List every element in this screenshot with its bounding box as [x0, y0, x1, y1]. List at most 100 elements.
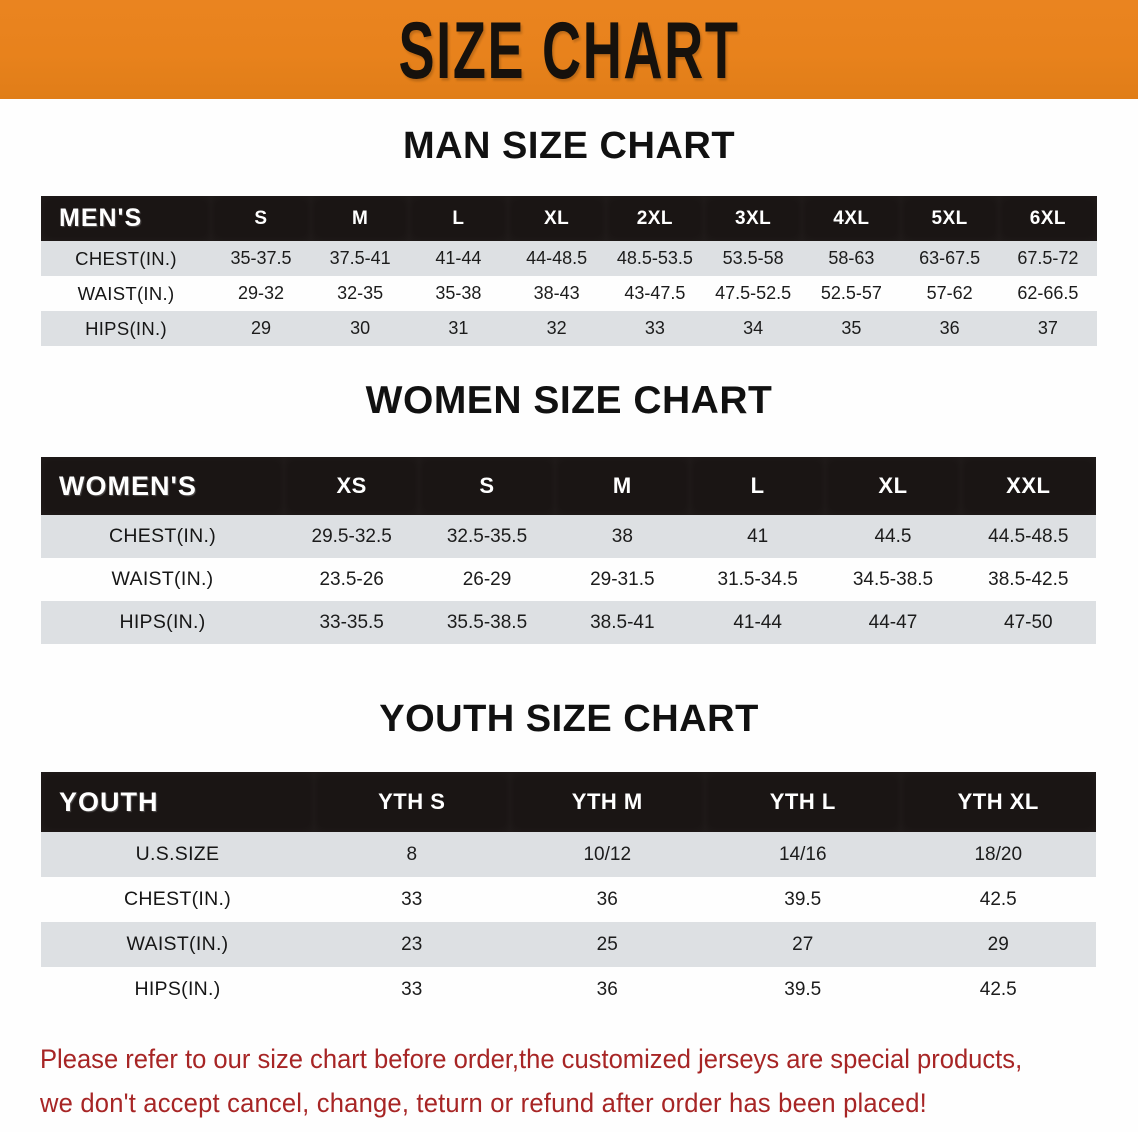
women-chest-m: 38: [554, 515, 690, 558]
men-corner-label: MEN'S: [41, 196, 211, 241]
women-waist-xl: 34.5-38.5: [825, 558, 961, 601]
men-chest-m: 37.5-41: [311, 241, 410, 276]
women-row-label-waist: WAIST(IN.): [41, 558, 284, 601]
women-col-head-xxl: XXL: [960, 457, 1096, 515]
youth-size-table: YOUTH YTH S YTH M YTH L YTH XL U.S.SIZE …: [41, 772, 1096, 1012]
youth-hips-m: 36: [509, 967, 705, 1012]
men-waist-4xl: 52.5-57: [802, 276, 901, 311]
youth-row-label-hips: HIPS(IN.): [41, 967, 314, 1012]
men-chest-4xl: 58-63: [802, 241, 901, 276]
men-chest-5xl: 63-67.5: [900, 241, 999, 276]
youth-row-label-waist: WAIST(IN.): [41, 922, 314, 967]
men-chest-2xl: 48.5-53.5: [605, 241, 704, 276]
disclaimer-line-1: Please refer to our size chart before or…: [40, 1044, 1023, 1074]
men-row-label-hips: HIPS(IN.): [41, 311, 211, 346]
men-chest-l: 41-44: [409, 241, 508, 276]
youth-waist-l: 27: [705, 922, 901, 967]
women-table-body: CHEST(IN.) 29.5-32.5 32.5-35.5 38 41 44.…: [41, 515, 1096, 644]
youth-chest-xl: 42.5: [900, 877, 1096, 922]
table-row: WAIST(IN.) 29-32 32-35 35-38 38-43 43-47…: [41, 276, 1097, 311]
men-waist-xl: 38-43: [507, 276, 606, 311]
men-hips-4xl: 35: [802, 311, 901, 346]
women-waist-l: 31.5-34.5: [689, 558, 826, 601]
table-row: HIPS(IN.) 33 36 39.5 42.5: [41, 967, 1096, 1012]
youth-corner-label: YOUTH: [41, 772, 314, 832]
men-size-table: MEN'S S M L XL 2XL 3XL 4XL 5XL 6XL CHEST…: [41, 196, 1097, 346]
men-table-header: MEN'S S M L XL 2XL 3XL 4XL 5XL 6XL: [41, 196, 1097, 241]
men-hips-6xl: 37: [998, 311, 1097, 346]
men-col-head-2xl: 2XL: [605, 196, 704, 241]
men-chest-xl: 44-48.5: [507, 241, 606, 276]
men-col-head-s: S: [211, 196, 311, 241]
youth-table-body: U.S.SIZE 8 10/12 14/16 18/20 CHEST(IN.) …: [41, 832, 1096, 1012]
youth-col-head-xl: YTH XL: [900, 772, 1096, 832]
youth-table-header: YOUTH YTH S YTH M YTH L YTH XL: [41, 772, 1096, 832]
women-col-head-m: M: [554, 457, 690, 515]
men-waist-s: 29-32: [211, 276, 311, 311]
men-waist-2xl: 43-47.5: [605, 276, 704, 311]
women-table-header: WOMEN'S XS S M L XL XXL: [41, 457, 1096, 515]
men-col-head-3xl: 3XL: [704, 196, 803, 241]
youth-ussize-xl: 18/20: [900, 832, 1096, 877]
section-title-man: MAN SIZE CHART: [402, 125, 736, 167]
women-hips-l: 41-44: [689, 601, 826, 644]
youth-ussize-l: 14/16: [705, 832, 901, 877]
youth-ussize-m: 10/12: [509, 832, 705, 877]
youth-col-head-s: YTH S: [314, 772, 510, 832]
men-waist-3xl: 47.5-52.5: [704, 276, 803, 311]
women-waist-xs: 23.5-26: [284, 558, 420, 601]
page-banner: SIZE CHART: [0, 0, 1138, 99]
women-col-head-s: S: [419, 457, 555, 515]
men-hips-2xl: 33: [605, 311, 704, 346]
women-row-label-chest: CHEST(IN.): [41, 515, 284, 558]
youth-chest-s: 33: [314, 877, 510, 922]
youth-ussize-s: 8: [314, 832, 510, 877]
men-hips-5xl: 36: [900, 311, 999, 346]
women-corner-label: WOMEN'S: [41, 457, 284, 515]
men-row-label-waist: WAIST(IN.): [41, 276, 211, 311]
men-header-row: MEN'S S M L XL 2XL 3XL 4XL 5XL 6XL: [41, 196, 1097, 241]
youth-waist-m: 25: [509, 922, 705, 967]
men-waist-l: 35-38: [409, 276, 508, 311]
women-waist-s: 26-29: [419, 558, 555, 601]
men-waist-6xl: 62-66.5: [998, 276, 1097, 311]
women-size-table: WOMEN'S XS S M L XL XXL CHEST(IN.) 29.5-…: [41, 457, 1096, 644]
men-chest-3xl: 53.5-58: [704, 241, 803, 276]
men-hips-s: 29: [211, 311, 311, 346]
women-waist-m: 29-31.5: [554, 558, 690, 601]
women-hips-xl: 44-47: [825, 601, 961, 644]
men-col-head-l: L: [409, 196, 508, 241]
youth-row-label-ussize: U.S.SIZE: [41, 832, 314, 877]
men-hips-l: 31: [409, 311, 508, 346]
men-chest-s: 35-37.5: [211, 241, 311, 276]
youth-chest-l: 39.5: [705, 877, 901, 922]
women-col-head-xs: XS: [284, 457, 420, 515]
section-title-women: WOMEN SIZE CHART: [365, 379, 773, 422]
table-row: CHEST(IN.) 35-37.5 37.5-41 41-44 44-48.5…: [41, 241, 1097, 276]
men-waist-5xl: 57-62: [900, 276, 999, 311]
women-header-row: WOMEN'S XS S M L XL XXL: [41, 457, 1096, 515]
section-title-youth: YOUTH SIZE CHART: [379, 698, 759, 740]
women-hips-xxl: 47-50: [960, 601, 1096, 644]
men-hips-3xl: 34: [704, 311, 803, 346]
men-col-head-5xl: 5XL: [900, 196, 999, 241]
women-hips-xs: 33-35.5: [284, 601, 420, 644]
women-chest-l: 41: [689, 515, 826, 558]
table-row: U.S.SIZE 8 10/12 14/16 18/20: [41, 832, 1096, 877]
youth-hips-l: 39.5: [705, 967, 901, 1012]
youth-hips-xl: 42.5: [900, 967, 1096, 1012]
women-chest-s: 32.5-35.5: [419, 515, 555, 558]
women-chest-xl: 44.5: [825, 515, 961, 558]
men-table-body: CHEST(IN.) 35-37.5 37.5-41 41-44 44-48.5…: [41, 241, 1097, 346]
table-row: HIPS(IN.) 33-35.5 35.5-38.5 38.5-41 41-4…: [41, 601, 1096, 644]
youth-chest-m: 36: [509, 877, 705, 922]
youth-waist-s: 23: [314, 922, 510, 967]
youth-col-head-m: YTH M: [509, 772, 705, 832]
men-hips-xl: 32: [507, 311, 606, 346]
men-chest-6xl: 67.5-72: [998, 241, 1097, 276]
men-col-head-4xl: 4XL: [802, 196, 901, 241]
women-chest-xs: 29.5-32.5: [284, 515, 420, 558]
table-row: CHEST(IN.) 29.5-32.5 32.5-35.5 38 41 44.…: [41, 515, 1096, 558]
table-row: CHEST(IN.) 33 36 39.5 42.5: [41, 877, 1096, 922]
